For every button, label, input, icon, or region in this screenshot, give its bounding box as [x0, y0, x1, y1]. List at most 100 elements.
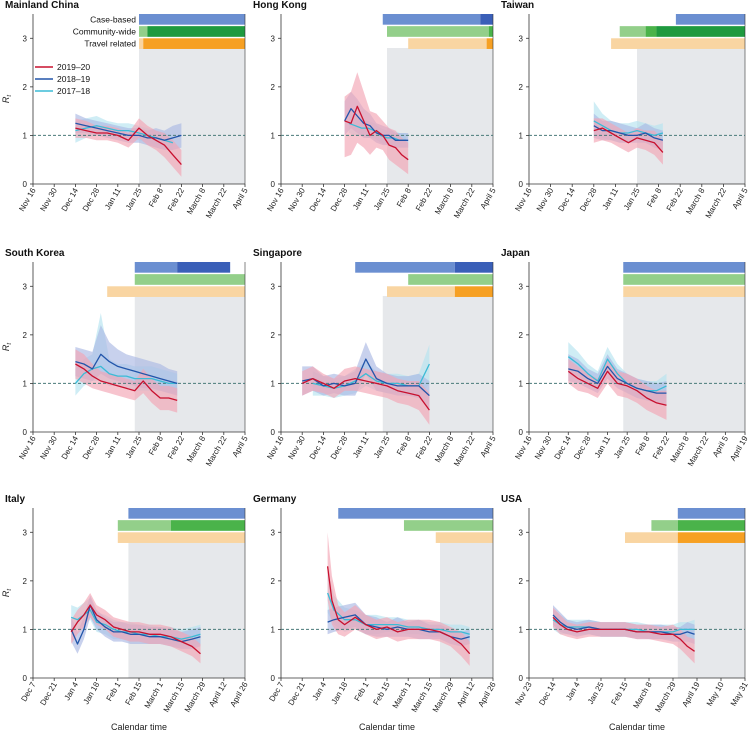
x-tick-label: Dec 21	[38, 680, 59, 707]
intervention-period-shade	[623, 296, 745, 432]
bar-travel-related	[387, 286, 455, 297]
bar-travel-related	[625, 532, 678, 543]
bar-community-wide	[619, 26, 646, 37]
x-tick-label: Dec 14	[308, 434, 329, 461]
legend-label-2017-18: 2017–18	[57, 86, 90, 96]
bar-travel-related	[435, 532, 493, 543]
x-tick-label: Jan 18	[330, 680, 350, 706]
y-tick-label: 2	[519, 83, 524, 92]
x-tick-label: Dec 7	[19, 680, 38, 703]
y-tick-label: 2	[519, 331, 524, 340]
series-line-2019-20	[326, 566, 471, 655]
bar-travel-related	[623, 286, 745, 297]
series-line-2017-18	[326, 592, 470, 635]
panel-italy: Italy 0 1 2 3 Rt Dec 7 Dec 21 Jan 4 Jan 18 Feb 1 Fe…	[1, 494, 250, 732]
panel-title: Taiwan	[501, 0, 534, 11]
bar-community-wide	[408, 274, 493, 285]
x-tick-label: Nov 30	[38, 434, 59, 461]
ci-band-2019-20	[302, 366, 430, 425]
bar-community-wide	[170, 520, 245, 531]
y-tick-label: 1	[271, 379, 276, 388]
panel-title: USA	[501, 494, 522, 505]
x-tick-label: April 19	[680, 680, 702, 708]
ci-band-2019-20	[75, 349, 178, 413]
panel-taiwan: Taiwan 0 1 2 3 Nov 16 Nov 30 Dec 14 Dec 28 Jan 11…	[501, 0, 750, 220]
x-tick-label: March 22	[704, 186, 729, 220]
x-tick-label: Jan 11	[601, 186, 621, 211]
bar-travel-related	[454, 286, 493, 297]
y-axis-label: Rt	[1, 95, 13, 104]
x-tick-label: Jan 11	[103, 434, 123, 459]
bar-case-based	[675, 14, 745, 25]
x-tick-label: March 8	[684, 186, 707, 216]
x-tick-label: Dec 21	[286, 680, 307, 707]
bar-case-based	[623, 262, 745, 273]
y-tick-label: 0	[519, 180, 524, 189]
y-tick-label: 3	[23, 528, 28, 537]
panel-south-korea: South Korea 0 1 2 3 Rt Nov 16 Nov 30 Dec 14 Dec 2…	[1, 248, 250, 468]
x-tick-label: Feb 22	[166, 434, 187, 461]
x-tick-label: March 8	[433, 434, 456, 464]
series-line-2018-19	[302, 358, 430, 397]
y-tick-label: 2	[23, 331, 28, 340]
x-tick-label: Feb 8	[395, 186, 413, 209]
bar-case-based	[677, 508, 745, 519]
y-tick-label: 1	[23, 625, 28, 634]
x-tick-label: Dec 28	[329, 186, 350, 213]
x-tick-label: March 8	[433, 186, 456, 216]
x-tick-label: Dec 14	[60, 434, 81, 461]
x-tick-label: May 31	[729, 680, 750, 708]
y-tick-label: 0	[519, 428, 524, 437]
bar-community-wide	[139, 26, 148, 37]
bar-case-based	[480, 14, 493, 25]
y-tick-label: 3	[271, 282, 276, 291]
x-tick-label: April 12	[455, 680, 477, 708]
x-tick-label: March 8	[185, 434, 208, 464]
panel-title: Italy	[5, 494, 25, 505]
x-tick-label: March 22	[204, 186, 229, 220]
y-tick-label: 2	[271, 83, 276, 92]
x-tick-label: April 26	[476, 680, 498, 708]
bar-community-wide	[117, 520, 171, 531]
x-tick-label: Nov 23	[513, 680, 534, 707]
ci-band-2019-20	[71, 593, 201, 664]
x-tick-label: Feb 22	[665, 186, 686, 213]
x-tick-label: Dec 28	[572, 434, 593, 461]
intervention-label-travel-related: Travel related	[84, 39, 136, 49]
y-axis-label: Rt	[1, 589, 13, 598]
intervention-label-case-based: Case-based	[90, 14, 136, 24]
x-tick-label: May 10	[705, 680, 726, 708]
y-tick-label: 3	[23, 282, 28, 291]
series-line-2019-20	[344, 105, 409, 161]
x-tick-label: Nov 30	[286, 186, 307, 213]
bar-travel-related	[139, 38, 144, 49]
intervention-period-shade	[128, 542, 245, 678]
x-tick-label: Feb 15	[123, 680, 144, 707]
x-tick-label: March 22	[452, 434, 477, 468]
x-tick-label: April 19	[728, 434, 750, 462]
bar-community-wide	[656, 26, 745, 37]
panel-title: Singapore	[253, 248, 302, 259]
x-tick-label: Jan 25	[622, 186, 642, 212]
x-tick-label: Nov 16	[265, 434, 286, 461]
y-tick-label: 3	[271, 34, 276, 43]
intervention-period-shade	[382, 296, 493, 432]
series-line-2019-20	[552, 616, 695, 652]
ci-band-2019-20	[553, 607, 695, 664]
ci-band-2019-20	[568, 359, 667, 420]
bar-community-wide	[488, 26, 493, 37]
bar-travel-related	[408, 38, 487, 49]
x-tick-label: Feb 22	[414, 186, 435, 213]
bar-case-based	[177, 262, 231, 273]
x-tick-label: Feb 22	[166, 186, 187, 213]
x-tick-label: March 22	[204, 434, 229, 468]
y-tick-label: 1	[271, 625, 276, 634]
x-tick-label: Feb 22	[414, 434, 435, 461]
legend-label-2019-20: 2019–20	[57, 62, 90, 72]
x-tick-label: Nov 16	[17, 186, 38, 213]
y-tick-label: 0	[23, 674, 28, 683]
x-tick-label: Dec 14	[308, 186, 329, 213]
series-line-2018-19	[568, 365, 667, 394]
x-tick-label: Jan 4	[311, 680, 329, 702]
